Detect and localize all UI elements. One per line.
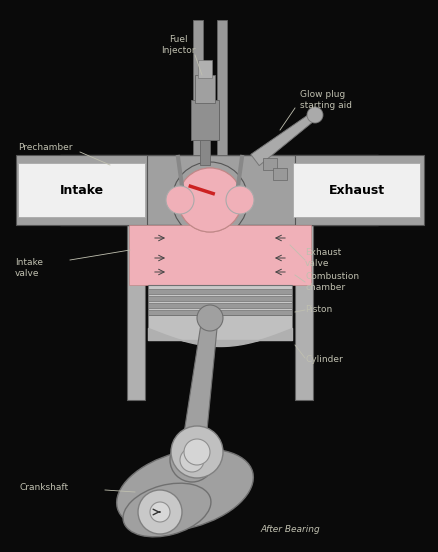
Circle shape bbox=[178, 168, 242, 232]
Circle shape bbox=[172, 162, 248, 238]
Text: After Bearing: After Bearing bbox=[260, 526, 320, 534]
Bar bbox=[217, 20, 227, 155]
Circle shape bbox=[171, 426, 223, 478]
Bar bbox=[295, 155, 424, 225]
Bar bbox=[191, 100, 219, 140]
Bar bbox=[18, 163, 145, 217]
Bar bbox=[200, 140, 210, 165]
Bar bbox=[273, 168, 287, 180]
Bar bbox=[198, 60, 212, 78]
Text: Glow plug
starting aid: Glow plug starting aid bbox=[300, 91, 352, 110]
Circle shape bbox=[138, 490, 182, 534]
Circle shape bbox=[150, 502, 170, 522]
Text: Intake: Intake bbox=[60, 183, 103, 197]
Circle shape bbox=[180, 448, 204, 472]
Text: Intake
valve: Intake valve bbox=[15, 258, 43, 278]
Circle shape bbox=[178, 168, 242, 232]
Circle shape bbox=[307, 107, 323, 123]
Bar bbox=[127, 225, 145, 400]
Bar bbox=[129, 225, 311, 285]
Bar bbox=[148, 285, 292, 340]
Bar bbox=[148, 310, 292, 315]
Bar bbox=[295, 225, 313, 400]
Text: Piston: Piston bbox=[305, 305, 332, 315]
Bar bbox=[148, 296, 292, 301]
Bar bbox=[148, 289, 292, 294]
Bar bbox=[263, 158, 277, 170]
Ellipse shape bbox=[123, 483, 211, 537]
Bar bbox=[16, 155, 147, 225]
Circle shape bbox=[226, 186, 254, 214]
Polygon shape bbox=[180, 317, 218, 461]
Bar bbox=[193, 20, 203, 155]
Text: Crankshaft: Crankshaft bbox=[20, 484, 69, 492]
Circle shape bbox=[184, 439, 210, 465]
Text: Combustion
chamber: Combustion chamber bbox=[305, 272, 359, 291]
Circle shape bbox=[166, 186, 194, 214]
Bar bbox=[148, 303, 292, 308]
Bar bbox=[60, 155, 378, 225]
Bar bbox=[293, 163, 420, 217]
Circle shape bbox=[170, 438, 214, 482]
Bar bbox=[148, 315, 292, 340]
Text: Cylinder: Cylinder bbox=[305, 355, 343, 364]
Ellipse shape bbox=[117, 449, 253, 531]
Text: Fuel
Injector: Fuel Injector bbox=[161, 35, 195, 55]
Circle shape bbox=[198, 306, 222, 330]
Text: Exhaust
valve: Exhaust valve bbox=[305, 248, 341, 268]
Bar bbox=[195, 75, 215, 103]
Text: Exhaust: Exhaust bbox=[328, 183, 385, 197]
Polygon shape bbox=[251, 112, 318, 166]
Text: Prechamber: Prechamber bbox=[18, 144, 73, 152]
Circle shape bbox=[197, 305, 223, 331]
